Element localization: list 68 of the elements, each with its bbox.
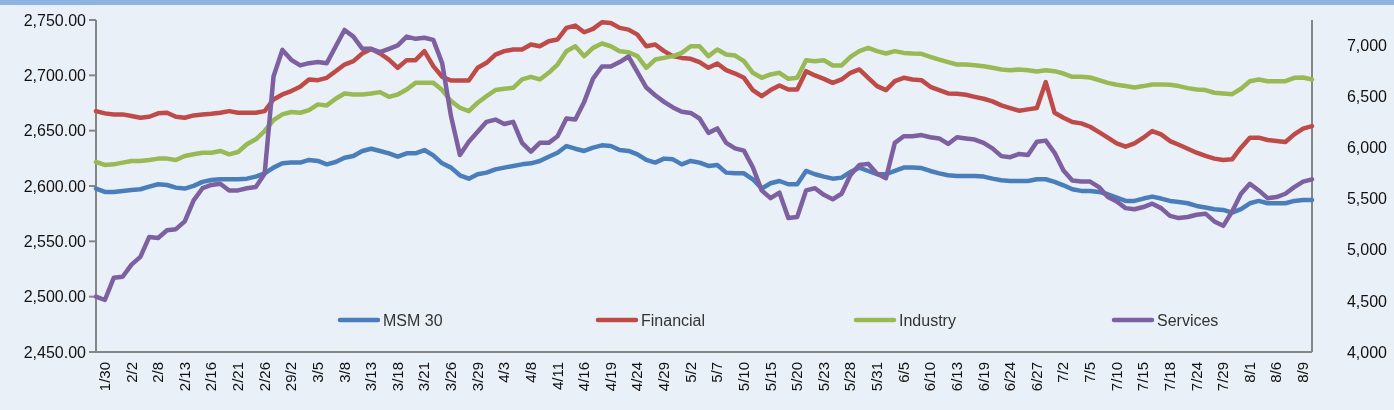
y2-tick-label: 6,000	[1346, 139, 1388, 157]
y2-tick-label: 6,500	[1346, 88, 1388, 106]
x-tick-label: 8/1	[1240, 362, 1258, 383]
x-tick-label: 7/29	[1214, 362, 1232, 392]
line-series	[93, 20, 1315, 163]
x-tick-label: 4/29	[655, 362, 673, 392]
x-tick-label: 5/7	[708, 362, 726, 383]
y-tick-label: 2,750.00	[23, 11, 87, 29]
y2-tick-label: 7,000	[1346, 37, 1388, 55]
x-tick-label: 8/9	[1294, 362, 1312, 383]
x-tick-label: 6/10	[921, 362, 939, 392]
x-tick-label: 3/13	[362, 362, 380, 392]
x-tick-label: 3/29	[468, 362, 486, 392]
x-tick-label: 5/23	[814, 362, 832, 392]
legend-label: Financial	[641, 311, 706, 329]
y2-tick-label: 5,500	[1346, 190, 1388, 208]
y-tick-label: 2,550.00	[23, 232, 87, 250]
x-tick-label: 6/24	[1001, 362, 1019, 392]
legend-label: Services	[1157, 311, 1219, 329]
x-tick-label: 4/8	[521, 362, 539, 383]
x-tick-label: 6/27	[1027, 362, 1045, 392]
x-tick-label: 6/5	[894, 362, 912, 383]
y2-tick-label: 5,000	[1346, 241, 1388, 259]
x-tick-label: 4/24	[628, 362, 646, 392]
x-tick-label: 4/19	[601, 362, 619, 392]
x-tick-label: 7/18	[1160, 362, 1178, 392]
line-series	[93, 41, 1315, 168]
x-tick-label: 3/21	[415, 362, 433, 392]
x-tick-label: 2/2	[122, 362, 140, 383]
x-tick-label: 4/11	[548, 362, 566, 391]
x-tick-label: 3/26	[442, 362, 460, 392]
x-tick-label: 5/2	[681, 362, 699, 383]
x-tick-label: 2/21	[229, 362, 247, 392]
x-tick-label: 5/31	[868, 362, 886, 392]
y2-tick-label: 4,000	[1346, 343, 1388, 361]
x-tick-label: 4/16	[575, 362, 593, 392]
y-tick-label: 2,500.00	[23, 288, 87, 306]
x-tick-label: 7/2	[1054, 362, 1072, 383]
x-tick-label: 3/18	[388, 362, 406, 392]
line-series	[93, 27, 1315, 303]
x-tick-label: 8/6	[1267, 362, 1285, 383]
y-tick-label: 2,650.00	[23, 122, 87, 140]
x-tick-label: 4/3	[495, 362, 513, 383]
y-tick-label: 2,700.00	[23, 66, 87, 84]
x-tick-label: 2/26	[255, 362, 273, 392]
x-tick-label: 5/15	[761, 362, 779, 392]
y2-tick-label: 4,500	[1346, 292, 1388, 310]
x-tick-label: 29/2	[282, 362, 300, 392]
x-tick-label: 2/13	[175, 362, 193, 392]
legend-label: Industry	[899, 311, 956, 329]
x-tick-label: 7/15	[1134, 362, 1152, 392]
legend-label: MSM 30	[383, 311, 443, 329]
line-series	[93, 143, 1315, 215]
x-tick-label: 6/19	[974, 362, 992, 392]
x-tick-label: 5/28	[841, 362, 859, 392]
x-tick-label: 5/10	[734, 362, 752, 392]
y-tick-label: 2,600.00	[23, 177, 87, 195]
x-tick-label: 2/16	[202, 362, 220, 392]
x-tick-label: 7/10	[1107, 362, 1125, 392]
x-tick-label: 3/5	[308, 362, 326, 383]
x-tick-label: 7/5	[1081, 362, 1099, 383]
y-tick-label: 2,450.00	[23, 343, 87, 361]
x-tick-label: 5/20	[788, 362, 806, 392]
x-tick-label: 7/24	[1187, 362, 1205, 392]
x-tick-label: 2/8	[149, 362, 167, 383]
x-tick-label: 3/8	[335, 362, 353, 383]
x-tick-label: 6/13	[947, 362, 965, 392]
x-tick-label: 1/30	[95, 362, 113, 392]
